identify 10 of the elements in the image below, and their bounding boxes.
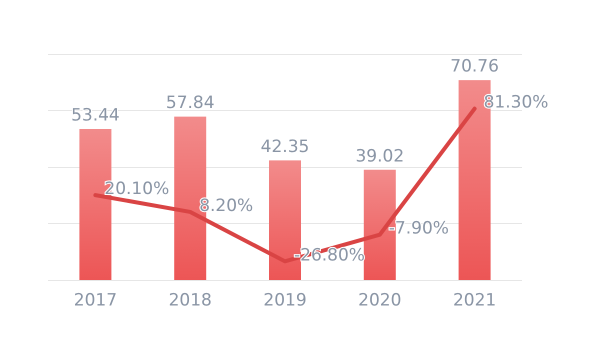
- x-tick-label: 2019: [263, 290, 307, 310]
- data-label: 53.44: [71, 106, 120, 126]
- data-label: 57.84: [166, 93, 215, 114]
- x-tick-label: 2021: [452, 290, 496, 310]
- x-tick-label: 2018: [168, 290, 212, 310]
- data-label: 70.76: [450, 56, 499, 77]
- data-label: 39.02: [355, 146, 404, 166]
- data-label: 42.35: [260, 136, 310, 157]
- x-tick-label: 2020: [358, 290, 402, 310]
- x-tick-label: 2017: [74, 290, 118, 310]
